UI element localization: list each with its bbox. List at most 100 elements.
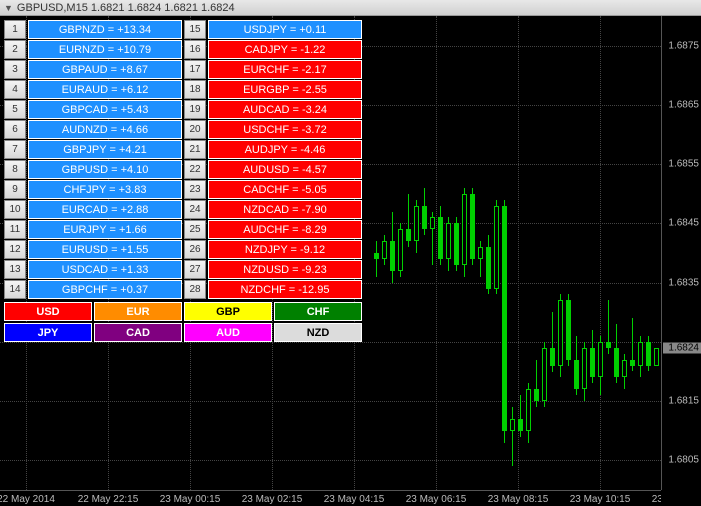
grid-vline	[600, 16, 601, 490]
pair-row: 7GBPJPY = +4.2121AUDJPY = -4.46	[4, 140, 364, 160]
pair-cell[interactable]: NZDCHF = -12.95	[208, 280, 362, 299]
x-tick-label: 23 May 04:15	[324, 494, 385, 505]
pair-row: 3GBPAUD = +8.6717EURCHF = -2.17	[4, 60, 364, 80]
pair-index-button[interactable]: 1	[4, 20, 26, 39]
pair-cell[interactable]: CHFJPY = +3.83	[28, 180, 182, 199]
currency-button-cad[interactable]: CAD	[94, 323, 182, 342]
pair-index-button[interactable]: 3	[4, 60, 26, 79]
pair-cell[interactable]: EURNZD = +10.79	[28, 40, 182, 59]
pair-cell[interactable]: USDCAD = +1.33	[28, 260, 182, 279]
pair-cell[interactable]: NZDJPY = -9.12	[208, 240, 362, 259]
chart-title: GBPUSD,M15 1.6821 1.6824 1.6821 1.6824	[17, 2, 235, 14]
pair-cell[interactable]: USDJPY = +0.11	[208, 20, 362, 39]
pair-index-button[interactable]: 21	[184, 140, 206, 159]
pair-cell[interactable]: GBPAUD = +8.67	[28, 60, 182, 79]
currency-row: USDEURGBPCHF	[4, 302, 364, 321]
pair-index-button[interactable]: 10	[4, 200, 26, 219]
pair-cell[interactable]: AUDNZD = +4.66	[28, 120, 182, 139]
currency-button-jpy[interactable]: JPY	[4, 323, 92, 342]
pair-cell[interactable]: EURGBP = -2.55	[208, 80, 362, 99]
pair-index-button[interactable]: 22	[184, 160, 206, 179]
pair-cell[interactable]: CADCHF = -5.05	[208, 180, 362, 199]
pair-index-button[interactable]: 23	[184, 180, 206, 199]
y-tick-label: 1.6875	[668, 40, 699, 51]
currency-row: JPYCADAUDNZD	[4, 323, 364, 342]
x-tick-label: 22 May 2014	[0, 494, 55, 505]
grid-hline	[0, 460, 661, 461]
pair-cell[interactable]: NZDCAD = -7.90	[208, 200, 362, 219]
pair-cell[interactable]: CADJPY = -1.22	[208, 40, 362, 59]
pair-index-button[interactable]: 25	[184, 220, 206, 239]
pair-index-button[interactable]: 2	[4, 40, 26, 59]
x-tick-label: 23 May 02:15	[242, 494, 303, 505]
currency-button-eur[interactable]: EUR	[94, 302, 182, 321]
pair-index-button[interactable]: 4	[4, 80, 26, 99]
pair-cell[interactable]: GBPNZD = +13.34	[28, 20, 182, 39]
price-tag: 1.6824	[663, 342, 701, 353]
pair-index-button[interactable]: 7	[4, 140, 26, 159]
grid-vline	[436, 16, 437, 490]
pair-index-button[interactable]: 13	[4, 260, 26, 279]
pair-row: 2EURNZD = +10.7916CADJPY = -1.22	[4, 40, 364, 60]
pair-cell[interactable]: GBPCAD = +5.43	[28, 100, 182, 119]
pair-index-button[interactable]: 11	[4, 220, 26, 239]
pair-row: 6AUDNZD = +4.6620USDCHF = -3.72	[4, 120, 364, 140]
pair-index-button[interactable]: 20	[184, 120, 206, 139]
pair-index-button[interactable]: 5	[4, 100, 26, 119]
pair-cell[interactable]: USDCHF = -3.72	[208, 120, 362, 139]
pair-cell[interactable]: EURJPY = +1.66	[28, 220, 182, 239]
pair-index-button[interactable]: 9	[4, 180, 26, 199]
currency-button-usd[interactable]: USD	[4, 302, 92, 321]
pair-index-button[interactable]: 18	[184, 80, 206, 99]
pair-index-button[interactable]: 14	[4, 280, 26, 299]
strength-panel: 1GBPNZD = +13.3415USDJPY = +0.112EURNZD …	[4, 20, 364, 342]
pair-cell[interactable]: AUDUSD = -4.57	[208, 160, 362, 179]
pair-index-button[interactable]: 15	[184, 20, 206, 39]
pair-index-button[interactable]: 28	[184, 280, 206, 299]
pair-index-button[interactable]: 12	[4, 240, 26, 259]
pair-index-button[interactable]: 27	[184, 260, 206, 279]
y-tick-label: 1.6805	[668, 455, 699, 466]
currency-button-chf[interactable]: CHF	[274, 302, 362, 321]
pair-cell[interactable]: GBPJPY = +4.21	[28, 140, 182, 159]
pair-index-button[interactable]: 6	[4, 120, 26, 139]
grid-hline	[0, 401, 661, 402]
pair-index-button[interactable]: 17	[184, 60, 206, 79]
pair-cell[interactable]: EURCHF = -2.17	[208, 60, 362, 79]
pair-row: 9CHFJPY = +3.8323CADCHF = -5.05	[4, 180, 364, 200]
pair-index-button[interactable]: 16	[184, 40, 206, 59]
y-axis: 1.68751.68651.68551.68451.68351.68241.68…	[661, 16, 701, 490]
pair-row: 11EURJPY = +1.6625AUDCHF = -8.29	[4, 220, 364, 240]
x-tick-label: 23 May 06:15	[406, 494, 467, 505]
pair-cell[interactable]: AUDJPY = -4.46	[208, 140, 362, 159]
chart-window: ▼ GBPUSD,M15 1.6821 1.6824 1.6821 1.6824…	[0, 0, 701, 506]
pair-row: 1GBPNZD = +13.3415USDJPY = +0.11	[4, 20, 364, 40]
pair-cell[interactable]: EURUSD = +1.55	[28, 240, 182, 259]
title-bar: ▼ GBPUSD,M15 1.6821 1.6824 1.6821 1.6824	[0, 0, 701, 16]
x-tick-label: 23 May 10:15	[570, 494, 631, 505]
pair-row: 8GBPUSD = +4.1022AUDUSD = -4.57	[4, 160, 364, 180]
pair-cell[interactable]: GBPCHF = +0.37	[28, 280, 182, 299]
x-tick-label: 23 May 12:15	[652, 494, 661, 505]
dropdown-icon[interactable]: ▼	[4, 3, 13, 13]
pair-index-button[interactable]: 19	[184, 100, 206, 119]
pair-cell[interactable]: AUDCAD = -3.24	[208, 100, 362, 119]
x-tick-label: 23 May 08:15	[488, 494, 549, 505]
pair-row: 13USDCAD = +1.3327NZDUSD = -9.23	[4, 260, 364, 280]
pair-row: 10EURCAD = +2.8824NZDCAD = -7.90	[4, 200, 364, 220]
pair-row: 14GBPCHF = +0.3728NZDCHF = -12.95	[4, 280, 364, 300]
currency-button-aud[interactable]: AUD	[184, 323, 272, 342]
pair-index-button[interactable]: 26	[184, 240, 206, 259]
pair-cell[interactable]: NZDUSD = -9.23	[208, 260, 362, 279]
y-tick-label: 1.6815	[668, 396, 699, 407]
pair-index-button[interactable]: 8	[4, 160, 26, 179]
pair-cell[interactable]: GBPUSD = +4.10	[28, 160, 182, 179]
currency-button-gbp[interactable]: GBP	[184, 302, 272, 321]
pair-cell[interactable]: AUDCHF = -8.29	[208, 220, 362, 239]
y-tick-label: 1.6835	[668, 277, 699, 288]
pair-cell[interactable]: EURCAD = +2.88	[28, 200, 182, 219]
pair-index-button[interactable]: 24	[184, 200, 206, 219]
x-tick-label: 23 May 00:15	[160, 494, 221, 505]
currency-button-nzd[interactable]: NZD	[274, 323, 362, 342]
pair-cell[interactable]: EURAUD = +6.12	[28, 80, 182, 99]
